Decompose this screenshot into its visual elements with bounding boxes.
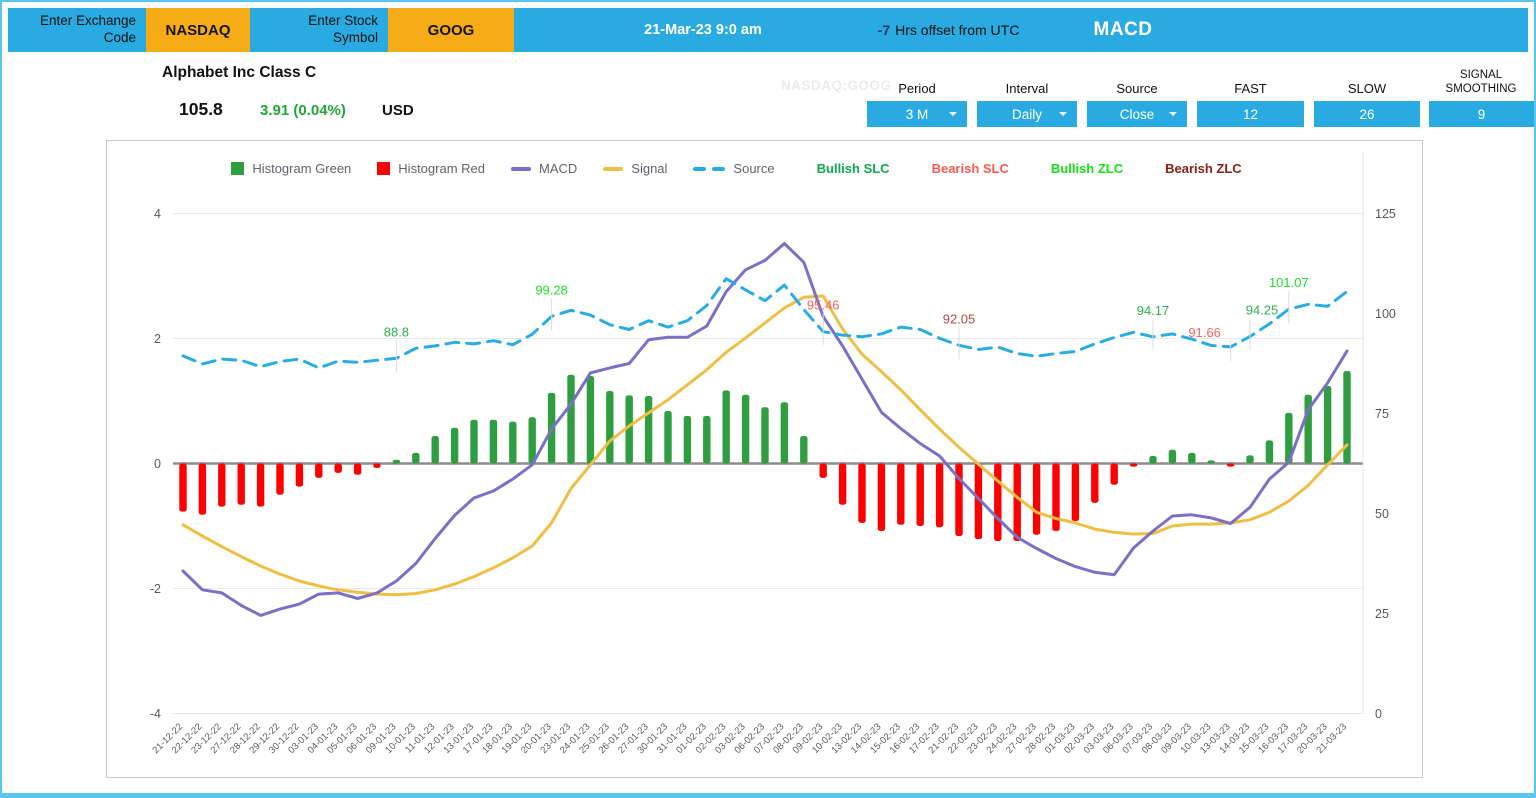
fast-label: FAST [1234, 81, 1267, 97]
stock-currency: USD [382, 102, 414, 119]
legend-label: Signal [631, 161, 668, 176]
ticker-watermark: NASDAQ:GOOG [781, 78, 892, 93]
legend-line-icon [511, 166, 531, 171]
legend-swatch-icon [231, 162, 245, 175]
svg-text:101.07: 101.07 [1269, 275, 1309, 290]
svg-text:75: 75 [1375, 407, 1389, 421]
stock-change: 3.91 (0.04%) [260, 102, 346, 119]
period-label: Period [898, 81, 936, 97]
utc-offset: -7 Hrs offset from UTC [841, 8, 1056, 52]
legend-label: MACD [539, 161, 578, 176]
interval-label: Interval [1005, 81, 1049, 97]
svg-text:100: 100 [1375, 307, 1396, 321]
legend-label: Bullish SLC [816, 161, 890, 176]
legend-item: Bullish ZLC [1051, 161, 1123, 176]
exchange-code-label: Enter Exchange Code [39, 13, 136, 45]
legend-item: Bearish SLC [932, 161, 1009, 176]
utc-offset-value: -7 [877, 22, 891, 38]
legend-label: Bearish ZLC [1165, 161, 1242, 176]
source-dropdown[interactable]: Close [1087, 101, 1187, 127]
svg-text:4: 4 [154, 207, 161, 221]
legend-item: Histogram Green [231, 161, 351, 176]
legend-label: Bearish SLC [931, 161, 1009, 176]
stock-price: 105.8 [179, 99, 223, 119]
legend-item: Source [693, 161, 775, 176]
svg-text:88.8: 88.8 [384, 324, 409, 339]
svg-text:91.66: 91.66 [1188, 325, 1221, 340]
macd-chart: 4 2 0 -2 -4 125 100 75 50 25 0 88.8 99.28 95.46 92.05 9… [150, 151, 1396, 756]
utc-offset-label: Hrs offset from UTC [895, 22, 1020, 38]
svg-text:-4: -4 [150, 707, 161, 721]
legend-label: Histogram Green [252, 161, 352, 176]
chart-legend: Histogram Green Histogram Red MACD Signal So… [79, 161, 1394, 176]
svg-text:2: 2 [154, 332, 161, 346]
stock-name: Alphabet Inc Class C [162, 64, 317, 81]
slow-value-cell[interactable]: 26 [1314, 101, 1420, 127]
legend-line-icon [603, 166, 624, 171]
top-bar: Enter Exchange Code NASDAQ Enter Stock S… [8, 8, 1528, 52]
chart-container: 4 2 0 -2 -4 125 100 75 50 25 0 88.8 99.28 95.46 92.05 9… [106, 140, 1423, 778]
svg-text:25: 25 [1375, 607, 1389, 621]
svg-text:99.28: 99.28 [535, 282, 568, 297]
legend-item: Signal [603, 161, 667, 176]
svg-text:125: 125 [1375, 207, 1396, 221]
legend-label: Bullish ZLC [1050, 161, 1124, 176]
datetime-display: 21-Mar-23 9:0 am [644, 22, 762, 38]
legend-swatch-icon [377, 162, 391, 175]
slow-label: SLOW [1347, 81, 1387, 97]
legend-dash-icon [712, 166, 726, 171]
interval-dropdown[interactable]: Daily [977, 101, 1077, 127]
svg-text:-2: -2 [150, 582, 161, 596]
svg-text:92.05: 92.05 [943, 311, 976, 326]
svg-text:0: 0 [154, 457, 161, 471]
signal-smoothing-value-cell[interactable]: 9 [1429, 101, 1534, 127]
svg-text:0: 0 [1375, 707, 1382, 721]
legend-item: Bullish SLC [817, 161, 890, 176]
source-label: Source [1116, 81, 1158, 97]
exchange-code-input[interactable]: NASDAQ [146, 8, 250, 52]
legend-dash-icon [693, 166, 707, 171]
svg-text:94.17: 94.17 [1137, 303, 1170, 318]
indicator-title: MACD [1093, 19, 1153, 40]
stock-symbol-input[interactable]: GOOG [388, 8, 514, 52]
fast-value-cell[interactable]: 12 [1197, 101, 1304, 127]
period-dropdown[interactable]: 3 M [867, 101, 967, 127]
svg-text:95.46: 95.46 [807, 298, 840, 313]
legend-item: Bearish ZLC [1165, 161, 1242, 176]
legend-label: Histogram Red [398, 161, 485, 176]
legend-item: MACD [511, 161, 577, 176]
svg-text:94.25: 94.25 [1246, 303, 1279, 318]
stock-symbol-label: Enter Stock Symbol [308, 13, 378, 45]
signal-smoothing-label: SIGNAL SMOOTHING [1445, 69, 1517, 96]
legend-item: Histogram Red [377, 161, 485, 176]
svg-text:50: 50 [1375, 507, 1389, 521]
legend-label: Source [733, 161, 775, 176]
